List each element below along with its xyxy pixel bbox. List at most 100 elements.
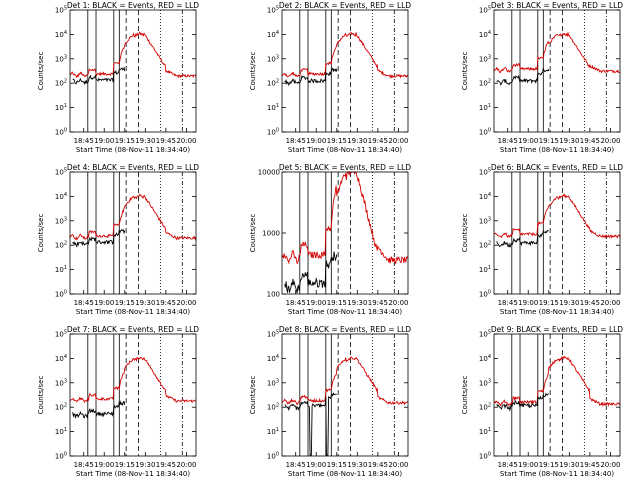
y-tick-label: 104 [267, 354, 279, 363]
y-tick-label: 101 [479, 265, 491, 274]
x-tick-label: 20:00 [388, 461, 408, 469]
x-axis-label: Start Time (08-Nov-11 18:34:40) [76, 470, 190, 478]
y-tick-label: 100 [55, 128, 67, 137]
y-axis-label: Counts/sec [461, 214, 469, 253]
y-tick-label: 101 [479, 427, 491, 436]
plot-frame [69, 9, 197, 133]
panel-title: Det 1: BLACK = Events, RED = LLD [67, 1, 199, 10]
y-tick-label: 104 [267, 30, 279, 39]
x-axis-label: Start Time (08-Nov-11 18:34:40) [500, 308, 614, 316]
y-tick-label: 105 [479, 330, 491, 339]
y-tick-label: 100 [479, 290, 491, 299]
x-tick-label: 19:30 [559, 299, 579, 307]
y-tick-label: 103 [267, 378, 279, 387]
x-tick-label: 18:45 [286, 137, 306, 145]
y-tick-label: 101 [267, 103, 279, 112]
x-tick-label: 19:15 [327, 461, 347, 469]
x-tick-label: 19:45 [156, 137, 176, 145]
y-tick-label: 100 [267, 291, 280, 299]
x-tick-label: 19:00 [518, 299, 538, 307]
plot-frame [281, 9, 409, 133]
x-tick-label: 19:15 [115, 137, 135, 145]
y-axis-label: Counts/sec [461, 52, 469, 91]
y-tick-label: 102 [55, 403, 67, 412]
x-tick-label: 19:00 [518, 461, 538, 469]
x-tick-label: 19:15 [539, 299, 559, 307]
x-axis-label: Start Time (08-Nov-11 18:34:40) [500, 470, 614, 478]
y-tick-label: 104 [479, 354, 491, 363]
y-tick-label: 103 [479, 216, 491, 225]
y-tick-label: 100 [479, 128, 491, 137]
x-tick-label: 20:00 [176, 299, 196, 307]
y-tick-label: 104 [479, 30, 491, 39]
y-axis-label: Counts/sec [249, 214, 257, 253]
detector-panel: Det 4: BLACK = Events, RED = LLD 100 101 10… [37, 163, 199, 316]
x-tick-label: 18:45 [74, 299, 94, 307]
y-tick-label: 103 [479, 54, 491, 63]
lld-series-line [493, 355, 621, 408]
x-tick-label: 18:45 [498, 461, 518, 469]
x-axis-label: Start Time (08-Nov-11 18:34:40) [500, 146, 614, 154]
y-tick-label: 105 [55, 168, 67, 177]
x-tick-label: 19:15 [539, 137, 559, 145]
detector-panel: Det 5: BLACK = Events, RED = LLD 100 1000 1… [249, 163, 411, 316]
x-tick-label: 19:30 [559, 137, 579, 145]
x-tick-label: 19:00 [306, 299, 326, 307]
x-tick-label: 18:45 [74, 461, 94, 469]
x-tick-label: 18:45 [286, 299, 306, 307]
x-tick-label: 19:45 [368, 299, 388, 307]
y-tick-label: 103 [267, 54, 279, 63]
detector-panel: Det 8: BLACK = Events, RED = LLD 100 101 10… [249, 325, 411, 478]
x-tick-label: 19:45 [580, 299, 600, 307]
x-tick-label: 20:00 [600, 137, 620, 145]
x-tick-label: 18:45 [286, 461, 306, 469]
y-axis-label: Counts/sec [249, 376, 257, 415]
y-tick-label: 1000 [262, 230, 280, 238]
x-tick-label: 19:45 [156, 299, 176, 307]
plot-frame [493, 9, 621, 133]
x-tick-label: 19:45 [368, 461, 388, 469]
y-axis-label: Counts/sec [37, 376, 45, 415]
events-series-line [72, 400, 126, 419]
x-tick-label: 19:00 [94, 137, 114, 145]
lld-series-line [493, 32, 621, 74]
x-tick-label: 19:30 [135, 299, 155, 307]
x-tick-label: 20:00 [176, 461, 196, 469]
lld-series-line [281, 170, 409, 265]
y-axis-label: Counts/sec [37, 214, 45, 253]
plot-frame [281, 333, 409, 457]
y-tick-label: 102 [267, 79, 279, 88]
plot-frame [69, 171, 197, 295]
y-tick-label: 100 [55, 290, 67, 299]
x-tick-label: 19:30 [135, 137, 155, 145]
lld-series-line [69, 356, 197, 404]
x-tick-label: 20:00 [176, 137, 196, 145]
lld-series-line [281, 31, 409, 79]
x-tick-label: 18:45 [498, 137, 518, 145]
x-axis-label: Start Time (08-Nov-11 18:34:40) [288, 146, 402, 154]
plot-frame [69, 333, 197, 457]
detector-panel: Det 7: BLACK = Events, RED = LLD 100 101 10… [37, 325, 199, 478]
detector-panel: Det 6: BLACK = Events, RED = LLD 100 101 10… [461, 163, 623, 316]
x-tick-label: 19:15 [115, 299, 135, 307]
y-tick-label: 102 [55, 241, 67, 250]
x-tick-label: 19:45 [368, 137, 388, 145]
x-tick-label: 19:45 [156, 461, 176, 469]
panel-title: Det 3: BLACK = Events, RED = LLD [491, 1, 623, 10]
y-tick-label: 102 [479, 79, 491, 88]
plot-frame [493, 171, 621, 295]
events-series-line [496, 230, 550, 248]
x-tick-label: 20:00 [388, 137, 408, 145]
y-tick-label: 103 [55, 54, 67, 63]
plot-frame [281, 171, 409, 295]
events-series-line [72, 228, 126, 248]
x-axis-label: Start Time (08-Nov-11 18:34:40) [288, 308, 402, 316]
y-tick-label: 105 [267, 330, 279, 339]
x-tick-label: 19:15 [327, 137, 347, 145]
y-tick-label: 101 [479, 103, 491, 112]
x-tick-label: 19:30 [347, 137, 367, 145]
x-tick-label: 20:00 [388, 299, 408, 307]
y-tick-label: 105 [55, 6, 67, 15]
y-tick-label: 102 [55, 79, 67, 88]
panel-title: Det 8: BLACK = Events, RED = LLD [279, 325, 411, 334]
